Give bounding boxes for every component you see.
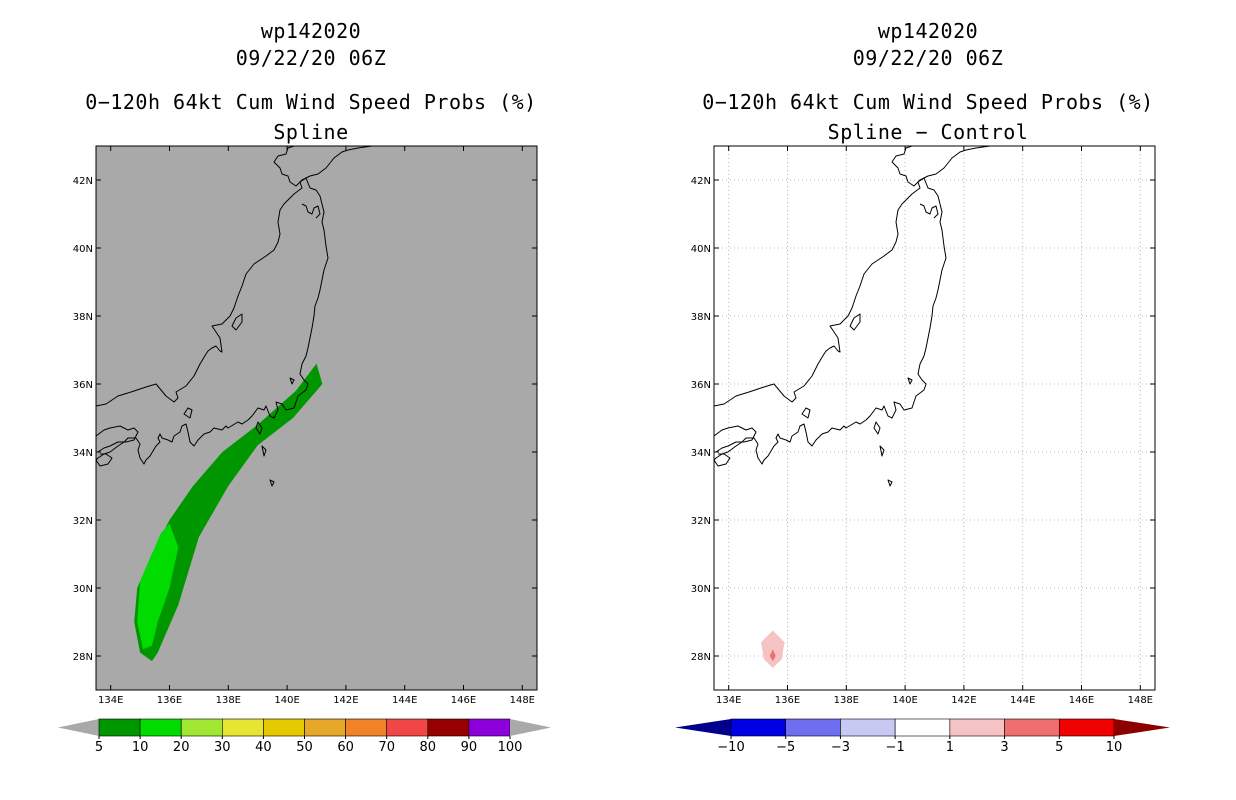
left-subtitle: Spline (273, 120, 348, 144)
colorbar-label: 3 (1000, 740, 1008, 755)
colorbar-label: 40 (255, 740, 272, 755)
colorbar-swatch (222, 718, 264, 737)
colorbar-swatch (304, 718, 346, 737)
colorbar-swatch (894, 718, 951, 737)
y-tick-label: 34N (691, 448, 711, 459)
colorbar-swatch (180, 718, 223, 737)
right-axis-ticks: 134E 136E 138E 140E 142E 144E 146E 148E 28N 30N 32… (691, 146, 1155, 706)
right-datetime: 09/22/20 06Z (853, 46, 1004, 70)
y-tick-label: 40N (73, 244, 93, 255)
colorbar-swatch (785, 718, 841, 737)
y-tick-label: 38N (691, 312, 711, 323)
y-tick-label: 42N (691, 176, 711, 187)
region-5-10 (134, 363, 323, 662)
colorbar-under-arrow (58, 719, 99, 736)
colorbar-label: 10 (132, 740, 149, 755)
x-tick-label: 142E (333, 695, 358, 706)
left-panel: wp142020 09/22/20 06Z 0−120h 64kt Cum Wi… (58, 19, 551, 755)
left-axis-ticks: 134E 136E 138E 140E 142E 144E 146E 148E 28N 30N 32… (73, 146, 537, 706)
colorbar-label: 5 (1055, 740, 1063, 755)
x-tick-label: 144E (1010, 695, 1035, 706)
colorbar-over-arrow (510, 719, 551, 736)
y-tick-label: 36N (691, 380, 711, 391)
x-tick-label: 136E (775, 695, 800, 706)
right-map-background (714, 146, 1155, 690)
colorbar-swatch (263, 718, 305, 737)
colorbar-swatch (345, 718, 388, 737)
region-10-20 (137, 523, 179, 650)
colorbar-label: 50 (296, 740, 313, 755)
y-tick-label: 38N (73, 312, 93, 323)
colorbar-label: −3 (831, 740, 850, 755)
colorbar-label: −5 (776, 740, 795, 755)
y-tick-label: 42N (73, 176, 93, 187)
right-panel: wp142020 09/22/20 06Z 0−120h 64kt Cum Wi… (675, 19, 1170, 755)
colorbar-swatch (840, 718, 896, 737)
y-tick-label: 28N (73, 652, 93, 663)
colorbar-swatch (427, 718, 470, 737)
right-colorbar: −10 −5 −3 −1 1 3 5 10 (675, 718, 1170, 755)
right-subtitle: Spline − Control (828, 120, 1029, 144)
x-tick-label: 140E (274, 695, 299, 706)
region-3-5 (769, 649, 776, 662)
left-probability-regions (134, 363, 323, 662)
x-tick-label: 142E (951, 695, 976, 706)
colorbar-swatch (949, 718, 1005, 737)
y-tick-label: 30N (73, 584, 93, 595)
colorbar-over-arrow (1114, 719, 1170, 736)
colorbar-label: 70 (378, 740, 395, 755)
right-storm-id: wp142020 (878, 19, 978, 43)
y-tick-label: 36N (73, 380, 93, 391)
left-datetime: 09/22/20 06Z (236, 46, 387, 70)
left-storm-id: wp142020 (261, 19, 361, 43)
x-tick-label: 138E (216, 695, 241, 706)
colorbar-label: 30 (214, 740, 231, 755)
right-map-frame (713, 145, 1156, 691)
colorbar-label: 80 (420, 740, 437, 755)
colorbar-swatch (1058, 718, 1115, 737)
colorbar-swatch (468, 718, 511, 737)
colorbar-swatch (730, 718, 787, 737)
x-tick-label: 146E (451, 695, 476, 706)
colorbar-swatch (386, 718, 429, 737)
colorbar-label: 5 (95, 740, 103, 755)
left-colorbar: 5 10 20 30 40 50 60 70 80 90 100 (58, 718, 551, 755)
x-tick-label: 140E (892, 695, 917, 706)
x-tick-label: 136E (157, 695, 182, 706)
x-tick-label: 138E (834, 695, 859, 706)
colorbar-label: 60 (337, 740, 354, 755)
left-map-frame (95, 145, 538, 691)
x-tick-label: 134E (98, 695, 123, 706)
x-tick-label: 148E (510, 695, 535, 706)
colorbar-swatch (1004, 718, 1060, 737)
colorbar-label: 90 (461, 740, 478, 755)
y-tick-label: 32N (691, 516, 711, 527)
colorbar-label: 10 (1106, 740, 1123, 755)
right-difference-regions (761, 630, 785, 668)
y-tick-label: 30N (691, 584, 711, 595)
y-tick-label: 34N (73, 448, 93, 459)
colorbar-under-arrow (675, 719, 731, 736)
colorbar-label: 100 (498, 740, 523, 755)
x-tick-label: 134E (716, 695, 741, 706)
colorbar-swatch (139, 718, 182, 737)
right-gridlines (714, 146, 1155, 690)
x-tick-label: 144E (392, 695, 417, 706)
right-title: 0−120h 64kt Cum Wind Speed Probs (%) (702, 90, 1153, 114)
y-tick-label: 28N (691, 652, 711, 663)
x-tick-label: 148E (1128, 695, 1153, 706)
colorbar-label: 1 (946, 740, 954, 755)
colorbar-swatch (98, 718, 141, 737)
x-tick-label: 146E (1069, 695, 1094, 706)
y-tick-label: 32N (73, 516, 93, 527)
left-title: 0−120h 64kt Cum Wind Speed Probs (%) (85, 90, 536, 114)
colorbar-label: −1 (886, 740, 905, 755)
y-tick-label: 40N (691, 244, 711, 255)
colorbar-label: −10 (717, 740, 744, 755)
colorbar-label: 20 (173, 740, 190, 755)
